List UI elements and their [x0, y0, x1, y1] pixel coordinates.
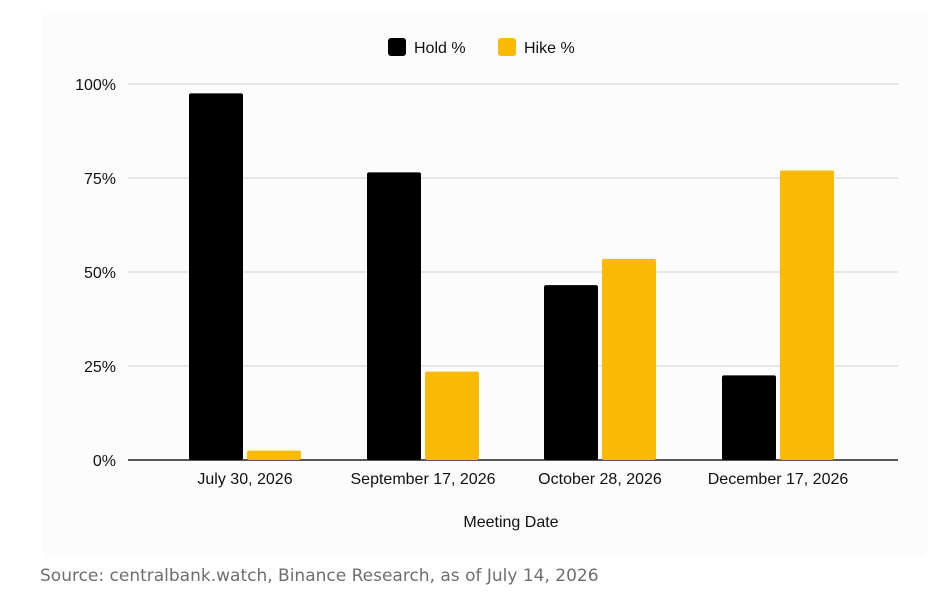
- bar-hike: [425, 371, 479, 460]
- bar-hike: [780, 170, 834, 461]
- legend-label-hike: Hike %: [524, 40, 575, 57]
- source-note: Source: centralbank.watch, Binance Resea…: [40, 566, 599, 586]
- y-tick-label: 75%: [84, 171, 116, 188]
- legend: Hold % Hike %: [388, 38, 575, 57]
- x-axis-title: Meeting Date: [463, 514, 558, 531]
- legend-label-hold: Hold %: [414, 40, 466, 57]
- x-tick-labels: July 30, 2026 September 17, 2026 October 2…: [197, 471, 848, 488]
- y-tick-label: 100%: [75, 77, 116, 94]
- y-tick-labels: 0% 25% 50% 75% 100%: [75, 77, 116, 470]
- x-tick-label: September 17, 2026: [351, 471, 496, 488]
- y-tick-label: 50%: [84, 265, 116, 282]
- legend-swatch-hold: [388, 38, 406, 56]
- bar-hike: [602, 258, 656, 460]
- bar-hold: [722, 375, 776, 460]
- bar-hike: [247, 450, 301, 460]
- bar-hold: [544, 285, 598, 460]
- x-tick-label: October 28, 2026: [538, 471, 662, 488]
- x-tick-label: July 30, 2026: [197, 471, 292, 488]
- bars: [189, 93, 834, 461]
- bar-hold: [367, 172, 421, 461]
- y-tick-label: 25%: [84, 359, 116, 376]
- x-tick-label: December 17, 2026: [708, 471, 849, 488]
- bar-hold: [189, 93, 243, 461]
- y-tick-label: 0%: [93, 453, 116, 470]
- legend-swatch-hike: [498, 38, 516, 56]
